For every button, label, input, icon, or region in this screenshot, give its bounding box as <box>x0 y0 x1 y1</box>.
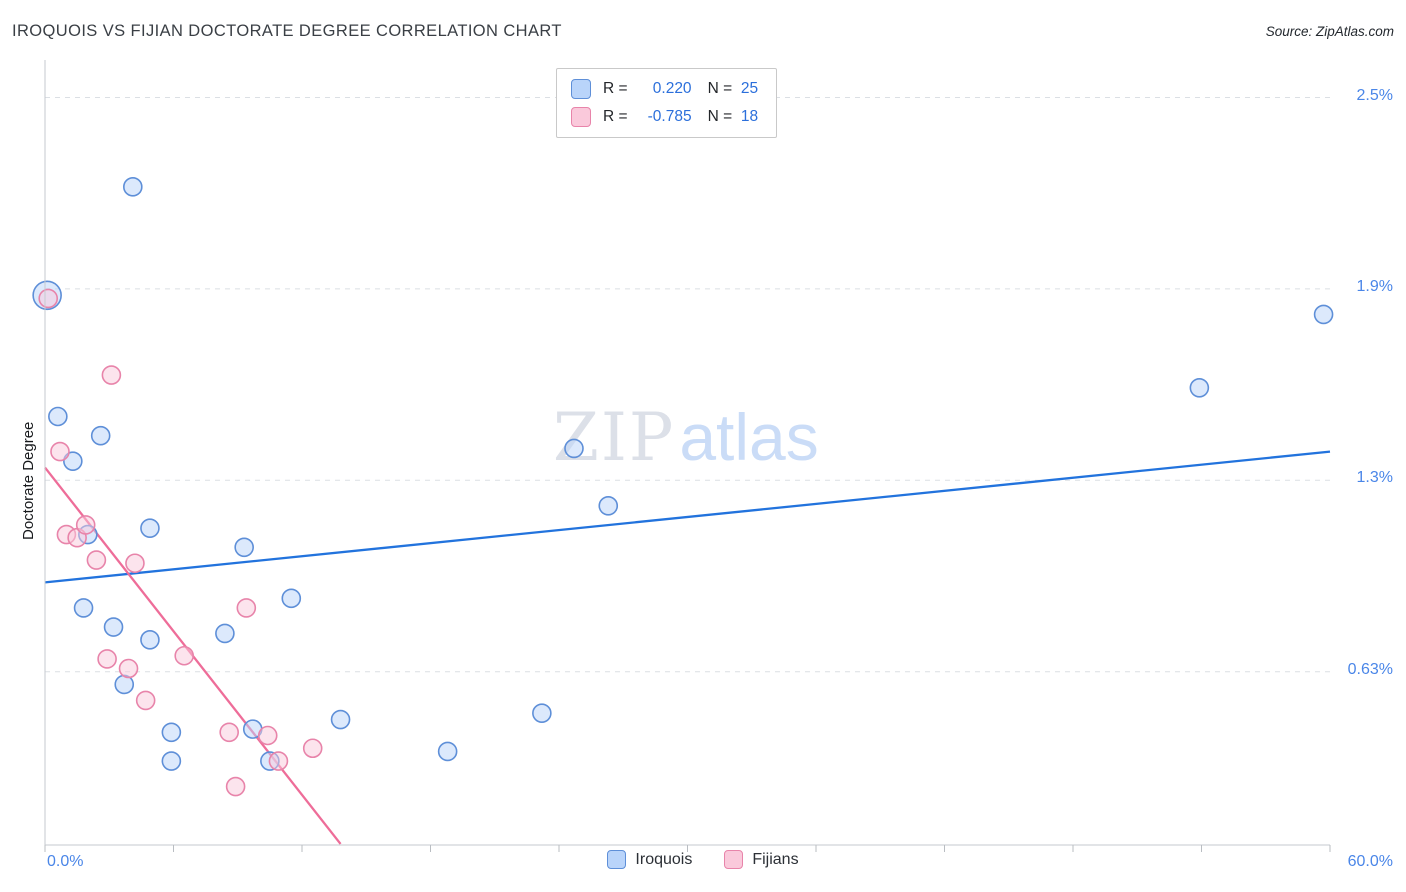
iroquois-point[interactable] <box>564 438 584 459</box>
fijians-point[interactable] <box>50 441 70 462</box>
fijians-point[interactable] <box>38 288 59 309</box>
legend-label-fijians: Fijians <box>752 850 799 868</box>
iroquois-point[interactable] <box>234 537 254 558</box>
r-value: -0.785 <box>647 108 692 125</box>
n-label: N = <box>707 80 733 97</box>
fijians-point[interactable] <box>236 598 257 618</box>
fijians-point[interactable] <box>174 645 195 666</box>
fijians-point[interactable] <box>225 776 246 797</box>
fijians-point[interactable] <box>97 649 117 669</box>
iroquois-point[interactable] <box>140 518 160 538</box>
fijians-point[interactable] <box>86 550 107 570</box>
y-tick-label: 1.9% <box>1356 277 1393 295</box>
fijians-swatch <box>724 850 744 869</box>
legend-item-fijians[interactable]: Fijians <box>724 850 799 869</box>
correlation-legend-row-iroquois: R = 0.220 N = 25 <box>571 79 758 99</box>
series-legend: Iroquois Fijians <box>0 850 1406 869</box>
iroquois-point[interactable] <box>48 406 68 427</box>
gridlines <box>45 97 1330 673</box>
fijians-point[interactable] <box>219 722 239 743</box>
n-value: 25 <box>740 80 759 97</box>
correlation-legend: R = 0.220 N = 25 R = -0.785 N = 18 <box>556 68 778 138</box>
iroquois-point[interactable] <box>123 177 143 197</box>
fijians-legend-swatch <box>571 107 591 127</box>
watermark-atlas: atlas <box>679 400 819 474</box>
source-attribution: Source: ZipAtlas.com <box>1265 24 1394 39</box>
iroquois-point[interactable] <box>598 496 619 516</box>
page-title: IROQUOIS VS FIJIAN DOCTORATE DEGREE CORR… <box>12 22 562 40</box>
iroquois-point[interactable] <box>161 751 182 771</box>
watermark-zip: ZIP <box>553 399 676 476</box>
legend-item-iroquois[interactable]: Iroquois <box>607 850 692 869</box>
iroquois-point[interactable] <box>73 598 94 618</box>
correlation-legend-row-fijians: R = -0.785 N = 18 <box>571 107 758 127</box>
iroquois-point[interactable] <box>103 617 124 637</box>
fijians-point[interactable] <box>135 690 156 711</box>
iroquois-point[interactable] <box>114 674 135 695</box>
y-tick-label: 2.5% <box>1356 86 1393 104</box>
fijians-point[interactable] <box>101 365 122 385</box>
y-tick-label: 1.3% <box>1356 469 1393 487</box>
iroquois-point[interactable] <box>1189 377 1210 398</box>
iroquois-legend-swatch <box>571 79 591 99</box>
x-axis-max-label: 60.0% <box>1347 853 1393 870</box>
iroquois-point[interactable] <box>1313 304 1334 325</box>
fijians-point[interactable] <box>75 515 96 535</box>
iroquois-point[interactable] <box>90 425 111 446</box>
n-value: 18 <box>740 108 759 125</box>
legend-label-iroquois: Iroquois <box>635 850 693 868</box>
x-axis-min-label: 0.0% <box>47 853 84 870</box>
r-label: R = <box>603 80 628 97</box>
iroquois-point[interactable] <box>161 722 182 743</box>
iroquois-swatch <box>607 850 627 869</box>
fijians-point[interactable] <box>268 751 289 771</box>
fijians-point[interactable] <box>118 658 139 679</box>
iroquois-point[interactable] <box>215 623 235 644</box>
r-label: R = <box>603 108 628 125</box>
y-tick-label: 0.63% <box>1347 660 1393 678</box>
iroquois-point[interactable] <box>140 629 160 650</box>
iroquois-point[interactable] <box>281 588 302 609</box>
iroquois-trend-line <box>44 450 1331 584</box>
iroquois-point[interactable] <box>330 709 351 730</box>
iroquois-points <box>32 177 1334 771</box>
fijians-points <box>38 288 323 797</box>
fijians-point[interactable] <box>257 725 278 746</box>
axes <box>44 60 1331 852</box>
fijians-point[interactable] <box>125 553 145 574</box>
iroquois-point[interactable] <box>532 703 552 723</box>
r-value: 0.220 <box>652 80 692 97</box>
iroquois-point[interactable] <box>437 741 458 762</box>
fijians-point[interactable] <box>302 738 323 759</box>
watermark: ZIPatlas <box>553 404 819 471</box>
n-label: N = <box>707 108 733 125</box>
